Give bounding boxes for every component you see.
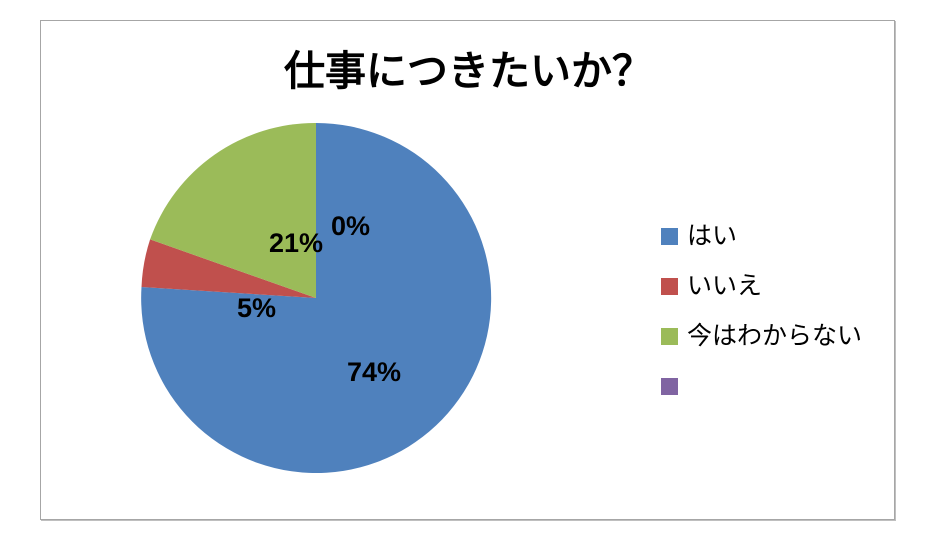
legend-label-wakaranai: 今はわからない: [687, 321, 863, 350]
legend-label-hai: はい: [687, 221, 738, 250]
pie-label-hai: 74%: [347, 357, 402, 387]
pie-slice-wakaranai[interactable]: [150, 122, 316, 298]
legend-item-iie[interactable]: いいえ: [661, 261, 891, 311]
legend-swatch-icon-wakaranai: [661, 327, 678, 345]
legend-item-hai[interactable]: はい: [661, 211, 891, 261]
pie-label-iie: 5%: [237, 293, 277, 323]
legend-item-blank[interactable]: [661, 361, 891, 411]
legend-swatch-icon-hai: [661, 227, 678, 245]
legend-swatch-icon-blank: [661, 377, 678, 395]
chart-frame: 仕事につきたいか？ 74% 5% 21% 0% はい いいえ: [40, 20, 895, 520]
plot-area: 74% 5% 21% 0% はい いいえ 今はわからない: [41, 21, 896, 521]
legend-swatch-icon-iie: [661, 277, 678, 295]
chart-title: 仕事につきたいか？: [284, 48, 653, 94]
pie-slice-iie[interactable]: [141, 239, 317, 298]
legend-label-iie: いいえ: [687, 271, 763, 300]
pie-slice-hai[interactable]: [141, 122, 492, 473]
pie-label-empty: 0%: [331, 211, 371, 241]
pie-chart: [141, 122, 492, 473]
chart-legend: はい いいえ 今はわからない: [661, 211, 891, 411]
pie-label-wakaranai: 21%: [269, 228, 324, 258]
legend-item-wakaranai[interactable]: 今はわからない: [661, 311, 891, 361]
